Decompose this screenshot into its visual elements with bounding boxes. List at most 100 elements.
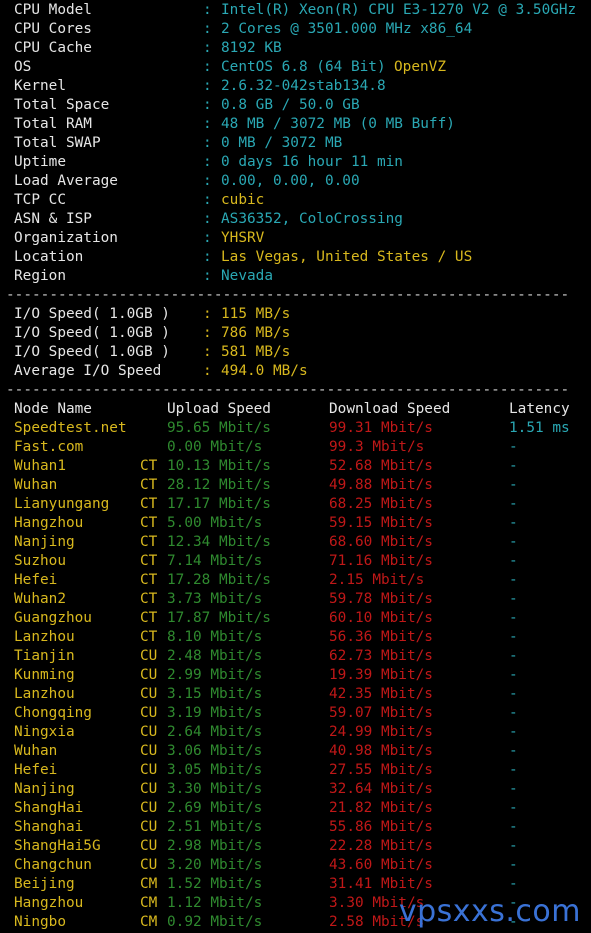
isp-code: CT — [140, 534, 158, 550]
isp-code: CU — [140, 819, 158, 835]
download-speed: 42.35 Mbit/s — [329, 686, 433, 702]
sysinfo-colon: : — [203, 154, 212, 170]
upload-speed: 17.17 Mbit/s — [167, 496, 271, 512]
upload-speed: 8.10 Mbit/s — [167, 629, 263, 645]
header-node-name: Node Name — [14, 401, 92, 417]
node-name: Guangzhou — [14, 610, 92, 626]
node-name: Wuhan2 — [14, 591, 66, 607]
node-name: Lanzhou — [14, 686, 75, 702]
download-speed: 2.58 Mbit/s — [329, 914, 425, 930]
latency: - — [509, 439, 518, 455]
isp-code: CT — [140, 610, 158, 626]
sysinfo-label: TCP CC — [14, 192, 66, 208]
sysinfo-colon: : — [203, 135, 212, 151]
sysinfo-label: Kernel — [14, 78, 66, 94]
sysinfo-colon: : — [203, 230, 212, 246]
sysinfo-value: Nevada — [221, 268, 273, 284]
node-name: Changchun — [14, 857, 92, 873]
download-speed: 32.64 Mbit/s — [329, 781, 433, 797]
header-download-speed: Download Speed — [329, 401, 451, 417]
latency: - — [509, 781, 518, 797]
node-name: ShangHai — [14, 800, 84, 816]
sysinfo-value: 48 MB / 3072 MB (0 MB Buff) — [221, 116, 455, 132]
isp-code: CT — [140, 591, 158, 607]
isp-code: CU — [140, 838, 158, 854]
sysinfo-colon: : — [203, 97, 212, 113]
upload-speed: 0.92 Mbit/s — [167, 914, 263, 930]
upload-speed: 17.28 Mbit/s — [167, 572, 271, 588]
sysinfo-label: Organization — [14, 230, 118, 246]
latency: - — [509, 895, 518, 911]
sysinfo-label: Uptime — [14, 154, 66, 170]
sysinfo-colon: : — [203, 40, 212, 56]
node-name: Wuhan — [14, 743, 58, 759]
download-speed: 40.98 Mbit/s — [329, 743, 433, 759]
watermark: vpsxxs.com — [398, 894, 581, 929]
download-speed: 27.55 Mbit/s — [329, 762, 433, 778]
isp-code: CU — [140, 743, 158, 759]
io-value: 115 MB/s — [221, 306, 291, 322]
isp-code: CU — [140, 857, 158, 873]
upload-speed: 7.14 Mbit/s — [167, 553, 263, 569]
upload-speed: 2.69 Mbit/s — [167, 800, 263, 816]
node-name: ShangHai5G — [14, 838, 101, 854]
sysinfo-label: OS — [14, 59, 32, 75]
isp-code: CU — [140, 686, 158, 702]
upload-speed: 3.19 Mbit/s — [167, 705, 263, 721]
download-speed: 99.3 Mbit/s — [329, 439, 425, 455]
upload-speed: 0.00 Mbit/s — [167, 439, 263, 455]
node-name: Beijing — [14, 876, 75, 892]
download-speed: 52.68 Mbit/s — [329, 458, 433, 474]
latency: - — [509, 819, 518, 835]
sysinfo-label: Location — [14, 249, 84, 265]
download-speed: 56.36 Mbit/s — [329, 629, 433, 645]
upload-speed: 2.99 Mbit/s — [167, 667, 263, 683]
sysinfo-extra: OpenVZ — [394, 59, 446, 75]
upload-speed: 1.12 Mbit/s — [167, 895, 263, 911]
io-colon: : — [203, 363, 212, 379]
sysinfo-label: Total SWAP — [14, 135, 101, 151]
separator-1: ----------------------------------------… — [6, 287, 570, 303]
latency: - — [509, 857, 518, 873]
latency: - — [509, 553, 518, 569]
sysinfo-colon: : — [203, 59, 212, 75]
separator-2: ----------------------------------------… — [6, 382, 570, 398]
latency: - — [509, 572, 518, 588]
sysinfo-label: Total Space — [14, 97, 110, 113]
upload-speed: 28.12 Mbit/s — [167, 477, 271, 493]
sysinfo-colon: : — [203, 249, 212, 265]
sysinfo-value: 2 Cores @ 3501.000 MHz x86_64 — [221, 21, 473, 37]
sysinfo-value: 0 days 16 hour 11 min — [221, 154, 403, 170]
io-colon: : — [203, 306, 212, 322]
node-name: Lianyungang — [14, 496, 110, 512]
node-name: Hefei — [14, 572, 58, 588]
sysinfo-value: Intel(R) Xeon(R) CPU E3-1270 V2 @ 3.50GH… — [221, 2, 577, 18]
upload-speed: 3.05 Mbit/s — [167, 762, 263, 778]
download-speed: 21.82 Mbit/s — [329, 800, 433, 816]
latency: - — [509, 496, 518, 512]
header-latency: Latency — [509, 401, 570, 417]
latency: - — [509, 838, 518, 854]
sysinfo-label: CPU Model — [14, 2, 92, 18]
node-name: Ningxia — [14, 724, 75, 740]
node-name: Nanjing — [14, 534, 75, 550]
latency: - — [509, 876, 518, 892]
isp-code: CU — [140, 648, 158, 664]
download-speed: 59.07 Mbit/s — [329, 705, 433, 721]
download-speed: 22.28 Mbit/s — [329, 838, 433, 854]
sysinfo-label: CPU Cores — [14, 21, 92, 37]
sysinfo-label: ASN & ISP — [14, 211, 92, 227]
upload-speed: 3.73 Mbit/s — [167, 591, 263, 607]
download-speed: 55.86 Mbit/s — [329, 819, 433, 835]
download-speed: 99.31 Mbit/s — [329, 420, 433, 436]
upload-speed: 12.34 Mbit/s — [167, 534, 271, 550]
download-speed: 62.73 Mbit/s — [329, 648, 433, 664]
sysinfo-colon: : — [203, 173, 212, 189]
header-upload-speed: Upload Speed — [167, 401, 271, 417]
node-name: Lanzhou — [14, 629, 75, 645]
sysinfo-colon: : — [203, 78, 212, 94]
upload-speed: 2.51 Mbit/s — [167, 819, 263, 835]
upload-speed: 17.87 Mbit/s — [167, 610, 271, 626]
io-label: I/O Speed( 1.0GB ) — [14, 325, 170, 341]
sysinfo-value: YHSRV — [221, 230, 265, 246]
